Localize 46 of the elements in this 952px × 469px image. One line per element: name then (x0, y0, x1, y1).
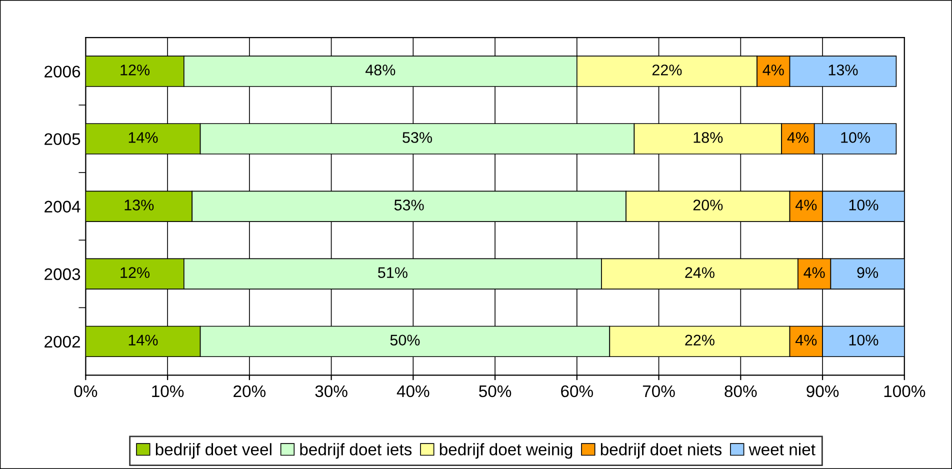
data-label: 50% (390, 334, 420, 346)
data-label: 4% (804, 267, 825, 278)
data-label: 13% (828, 64, 858, 76)
data-label: 14% (128, 334, 158, 346)
legend-label: bedrijf doet veel (156, 443, 272, 459)
data-label: 10% (841, 132, 870, 143)
data-label: 48% (365, 64, 396, 76)
data-label: 51% (378, 267, 408, 278)
x-tick-label: 60% (561, 385, 593, 398)
data-label: 22% (685, 334, 714, 346)
legend-label: bedrijf doet weinig (440, 443, 572, 459)
x-tick-label: 20% (234, 385, 266, 398)
data-label: 20% (693, 200, 723, 210)
legend-label: bedrijf doet niets (600, 443, 722, 459)
legend-label: bedrijf doet iets (300, 443, 412, 459)
x-tick-label: 10% (152, 385, 184, 398)
y-tick-label: 2002 (44, 336, 80, 348)
x-tick-label: 50% (479, 385, 512, 398)
data-label: 13% (124, 200, 154, 210)
y-tick-label: 2006 (44, 66, 80, 78)
data-label: 22% (652, 64, 682, 76)
data-label: 53% (394, 200, 424, 210)
data-label: 53% (402, 132, 432, 143)
y-tick-label: 2005 (44, 133, 80, 146)
data-label: 24% (685, 267, 714, 278)
data-label: 18% (694, 132, 723, 143)
y-tick-label: 2003 (44, 268, 80, 280)
x-tick-label: 80% (724, 385, 757, 398)
legend-label: weet niet (748, 443, 816, 456)
data-label: 9% (857, 267, 878, 278)
data-label: 10% (849, 200, 878, 210)
data-label: 10% (849, 334, 878, 346)
data-label: 12% (120, 267, 150, 278)
x-tick-label: 30% (315, 385, 348, 398)
x-tick-label: 40% (396, 385, 430, 398)
data-label: 4% (795, 334, 817, 346)
y-tick-label: 2004 (44, 200, 80, 213)
data-label: 4% (762, 64, 784, 76)
data-label: 4% (795, 200, 817, 210)
x-tick-label: 100% (884, 385, 926, 398)
data-label: 12% (120, 64, 150, 76)
x-tick-label: 70% (642, 385, 675, 398)
x-tick-label: 0% (74, 385, 98, 398)
x-tick-label: 90% (806, 385, 839, 398)
data-label: 14% (128, 132, 158, 143)
data-label: 4% (787, 132, 808, 143)
